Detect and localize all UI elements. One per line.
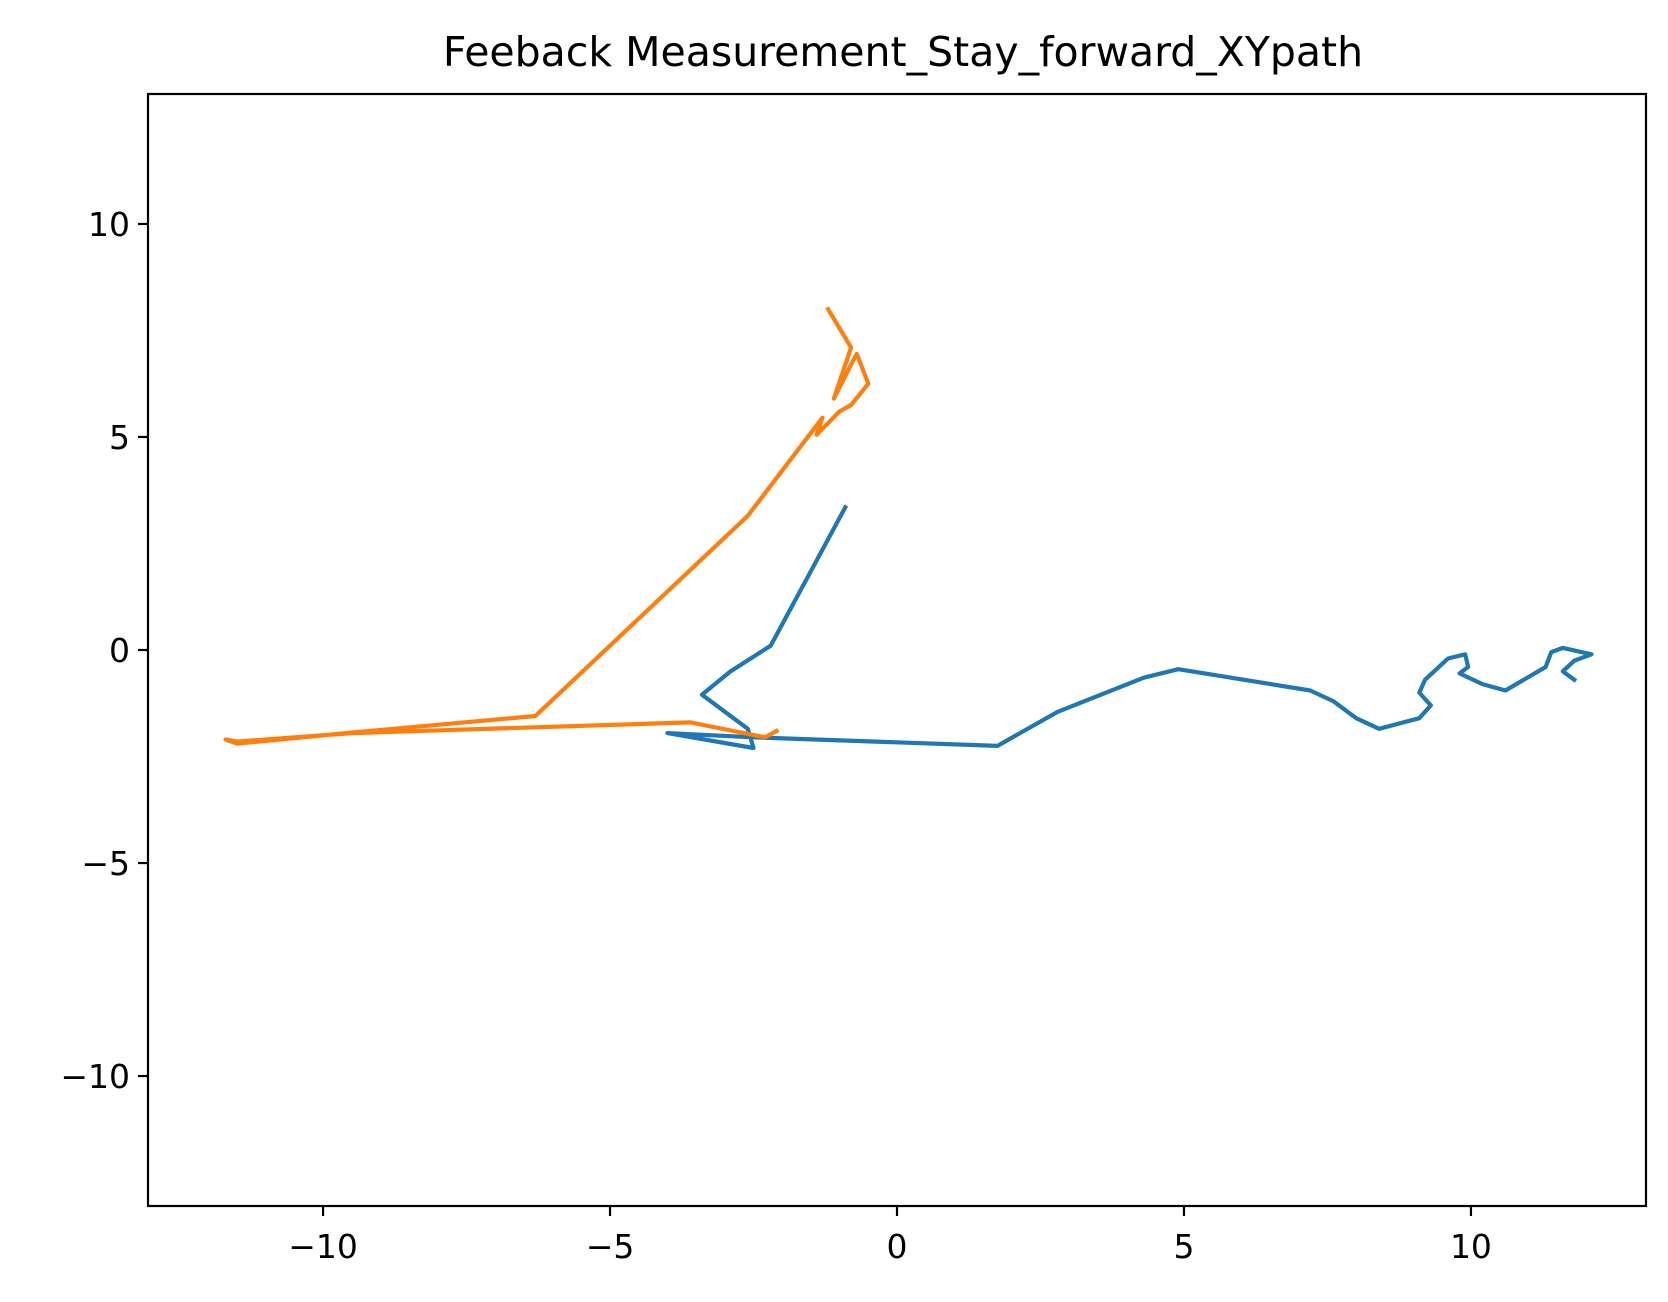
x-tick-label: 10 (1450, 1227, 1492, 1266)
x-axis: −10 −5 0 5 10 (288, 1206, 1492, 1266)
series-line-1 (665, 504, 1594, 751)
x-tick-label: −5 (586, 1227, 635, 1266)
y-tick-label: 0 (109, 631, 130, 670)
y-tick-label: 5 (109, 418, 130, 457)
plot-area (223, 306, 1594, 751)
series-line-2 (223, 306, 871, 746)
x-tick-label: −10 (288, 1227, 358, 1266)
x-tick-label: 5 (1173, 1227, 1194, 1266)
y-tick-label: −10 (60, 1057, 130, 1096)
y-tick-label: −5 (81, 844, 130, 883)
axes-frame (146, 92, 1648, 1208)
y-axis: −10 −5 0 5 10 (60, 205, 148, 1096)
y-tick-label: 10 (88, 205, 130, 244)
x-tick-label: 0 (887, 1227, 908, 1266)
chart-title: Feeback Measurement_Stay_forward_XYpath (443, 28, 1363, 76)
